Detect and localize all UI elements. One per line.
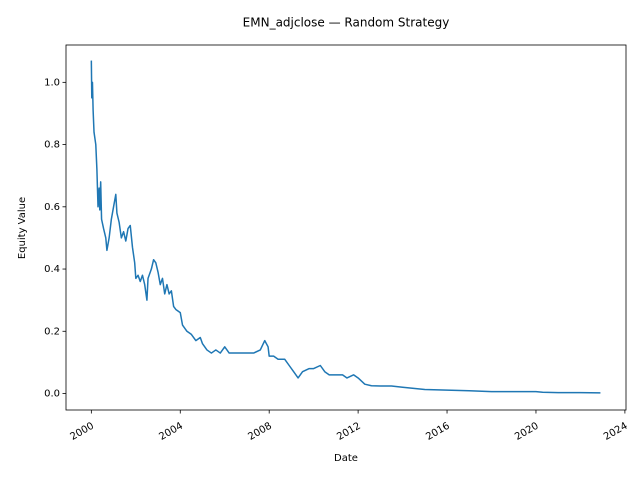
y-tick-label: 0.0 [44,389,60,400]
y-tick-label: 1.0 [44,77,60,88]
x-tick-label: 2000 [69,421,97,443]
x-axis-label: Date [334,453,358,464]
equity-line [90,60,601,394]
x-tick-label: 2004 [157,421,185,443]
axes-frame [65,44,627,411]
y-tick-label: 0.2 [44,326,60,337]
y-tick-label: 0.4 [44,264,60,275]
y-tick-label: 0.6 [44,202,60,213]
x-tick-label: 2008 [246,421,274,443]
y-tick-label: 0.8 [44,140,60,151]
x-tick-label: 2016 [424,421,452,443]
chart-title: EMN_adjclose — Random Strategy [243,16,450,30]
x-tick-label: 2012 [335,421,363,443]
y-axis-label: Equity Value [17,197,28,259]
x-tick-label: 2020 [513,421,541,443]
x-tick-label: 2024 [602,421,630,443]
